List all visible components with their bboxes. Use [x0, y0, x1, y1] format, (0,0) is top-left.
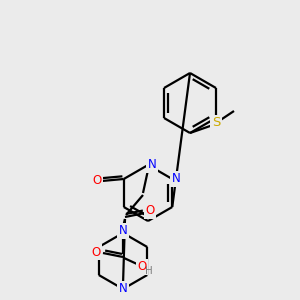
- Text: N: N: [148, 158, 156, 172]
- Text: N: N: [118, 283, 127, 296]
- Text: O: O: [92, 175, 101, 188]
- Text: H: H: [145, 266, 153, 276]
- Text: O: O: [137, 260, 147, 274]
- Text: O: O: [146, 205, 154, 218]
- Text: N: N: [118, 224, 127, 238]
- Text: O: O: [92, 245, 100, 259]
- Text: S: S: [212, 116, 220, 130]
- Text: N: N: [172, 172, 181, 185]
